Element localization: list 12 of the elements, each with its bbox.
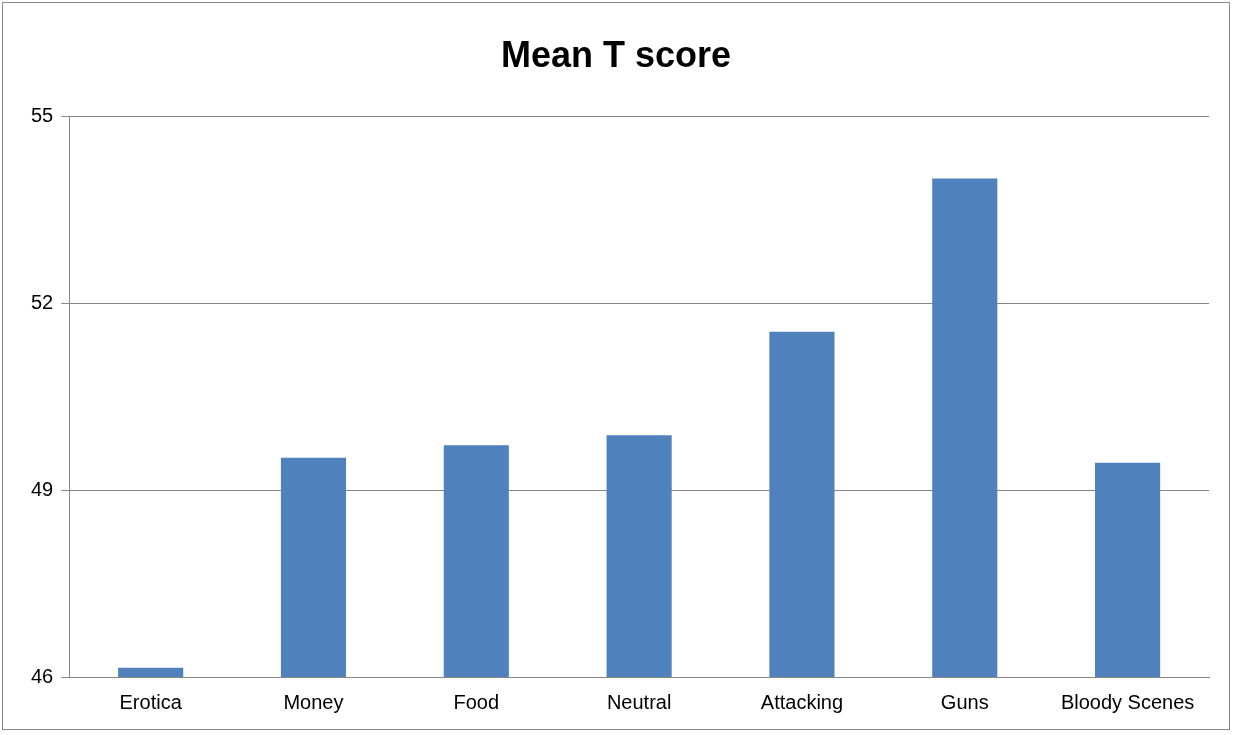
- x-tick-label: Food: [453, 690, 500, 713]
- y-tick-label: 46: [31, 664, 54, 687]
- y-tick-label: 52: [31, 290, 54, 313]
- x-tick-label: Money: [283, 690, 344, 713]
- y-tick-label: 49: [31, 477, 54, 500]
- chart-title: Mean T score: [500, 33, 732, 75]
- x-tick-label: Erotica: [119, 690, 183, 713]
- x-tick-label: Bloody Scenes: [1060, 690, 1195, 713]
- x-tick-label: Guns: [940, 690, 989, 713]
- y-tick-label: 55: [31, 103, 54, 126]
- x-tick-label: Attacking: [760, 690, 844, 713]
- x-tick-label: Neutral: [606, 690, 672, 713]
